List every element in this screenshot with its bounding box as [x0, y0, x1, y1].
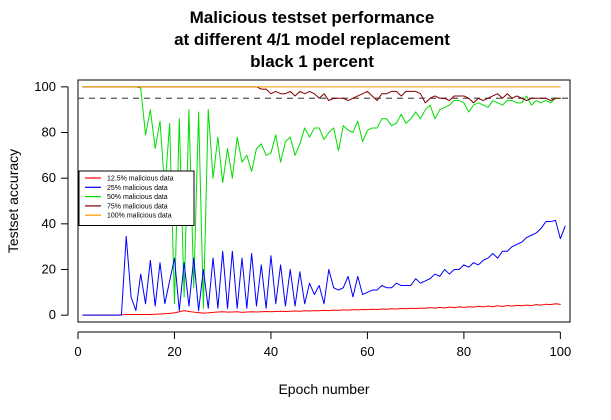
y-tick-label: 100: [34, 79, 56, 94]
x-tick-label: 20: [167, 344, 181, 359]
x-tick-label: 40: [264, 344, 278, 359]
legend-label-2: 25% malicious data: [107, 185, 168, 192]
y-tick-label: 40: [42, 216, 56, 231]
title-line-1: Malicious testset performance: [190, 8, 435, 27]
plot-frame: [77, 79, 571, 323]
legend-label-5: 100% malicious data: [107, 213, 172, 220]
chart-title: Malicious testset performance at differe…: [174, 8, 450, 71]
y-axis-label: Testset accuracy: [5, 149, 21, 253]
legend: 12.5% malicious data 25% malicious data 50…: [78, 170, 195, 226]
legend-box: [78, 170, 195, 226]
x-tick-label: 60: [360, 344, 374, 359]
legend-label-3: 50% malicious data: [107, 194, 168, 201]
y-tick-label: 0: [49, 307, 56, 322]
legend-label-1: 12.5% malicious data: [107, 176, 174, 183]
x-tick-label: 0: [74, 344, 81, 359]
title-line-3: black 1 percent: [250, 52, 374, 71]
x-axis: 0 20 40 60 80 100: [74, 331, 572, 359]
y-tick-label: 60: [42, 170, 56, 185]
y-axis: 0 20 40 60 80 100: [34, 79, 69, 322]
series-line-1: [82, 303, 561, 316]
x-tick-label: 100: [550, 344, 572, 359]
series-line-3: [82, 86, 561, 309]
series-group: [82, 86, 566, 316]
series-line-2: [82, 219, 566, 316]
series-line-4: [82, 86, 561, 104]
legend-label-4: 75% malicious data: [107, 203, 168, 210]
y-tick-label: 20: [42, 261, 56, 276]
y-tick-label: 80: [42, 125, 56, 140]
x-tick-label: 80: [457, 344, 471, 359]
title-line-2: at different 4/1 model replacement: [174, 30, 450, 49]
x-axis-label: Epoch number: [278, 381, 369, 397]
